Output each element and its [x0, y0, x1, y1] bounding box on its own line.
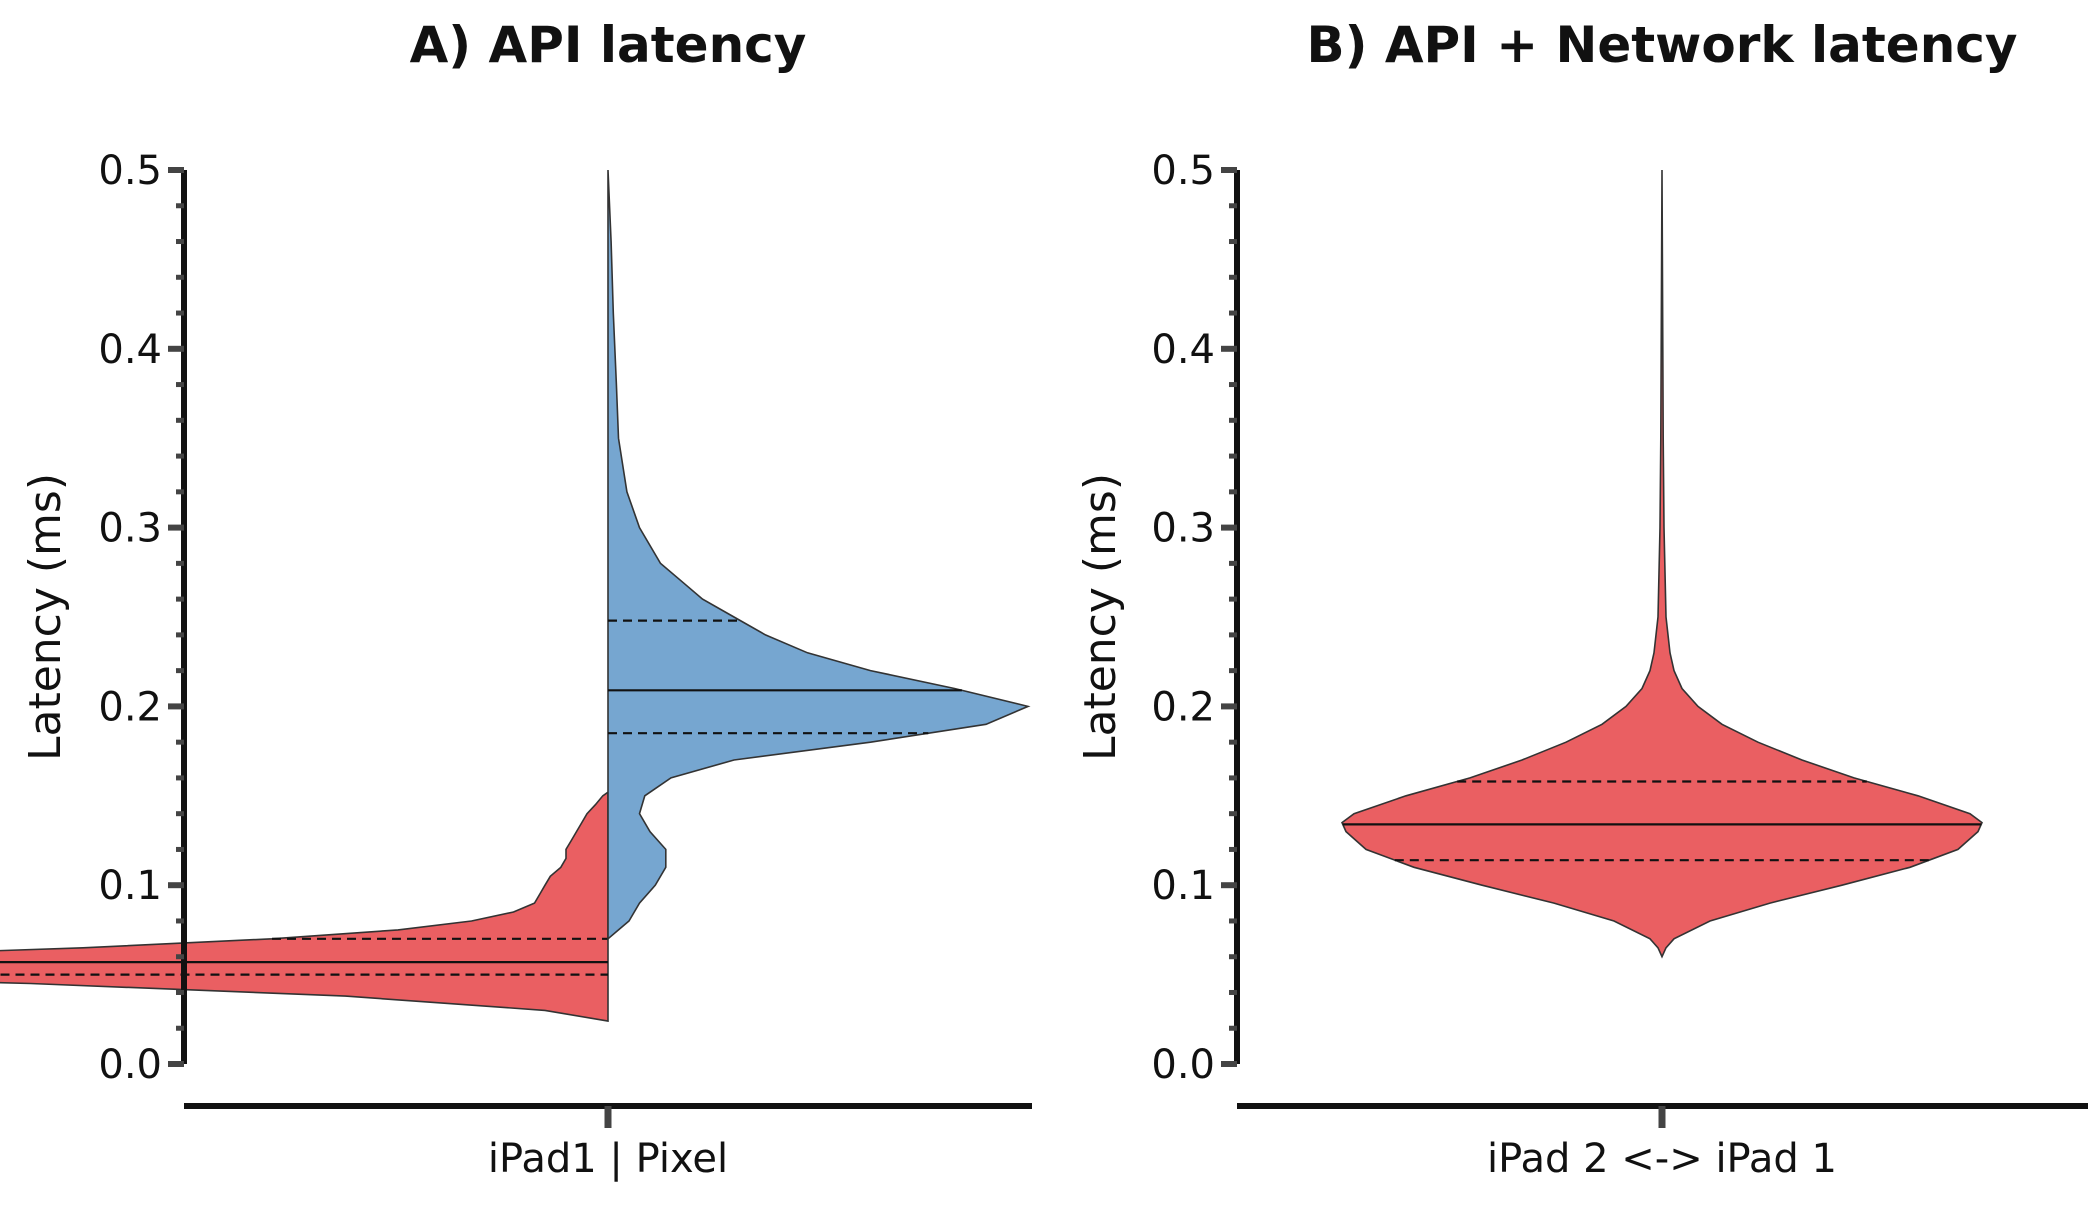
y-tick-label: 0.3: [98, 506, 162, 552]
y-tick-label: 0.0: [1151, 1042, 1215, 1088]
panel-a-ylabel: Latency (ms): [20, 473, 71, 761]
panel-b: B) API + Network latency Latency (ms) iP…: [1075, 16, 2088, 1182]
y-tick-label: 0.1: [1151, 863, 1215, 909]
y-tick-label: 0.4: [98, 327, 162, 373]
y-tick-label: 0.2: [1151, 684, 1215, 730]
y-tick-label: 0.1: [98, 863, 162, 909]
y-tick-label: 0.2: [98, 684, 162, 730]
panel-b-title: B) API + Network latency: [1306, 16, 2017, 74]
violin-left-half: [0, 790, 609, 1023]
y-tick-label: 0.5: [98, 148, 162, 194]
y-tick-label: 0.3: [1151, 506, 1215, 552]
panel-b-category-label: iPad 2 <-> iPad 1: [1487, 1136, 1837, 1182]
violin-body: [1341, 169, 1983, 959]
panel-a: A) API latency Latency (ms) iPad1 | Pixe…: [0, 16, 1032, 1182]
y-tick-label: 0.0: [98, 1042, 162, 1088]
violin-right-half: [607, 169, 1031, 941]
y-tick-label: 0.4: [1151, 327, 1215, 373]
y-tick-label: 0.5: [1151, 148, 1215, 194]
panel-b-ylabel: Latency (ms): [1075, 473, 1126, 761]
panel-a-title: A) API latency: [410, 16, 807, 74]
panel-a-category-label: iPad1 | Pixel: [488, 1136, 728, 1182]
